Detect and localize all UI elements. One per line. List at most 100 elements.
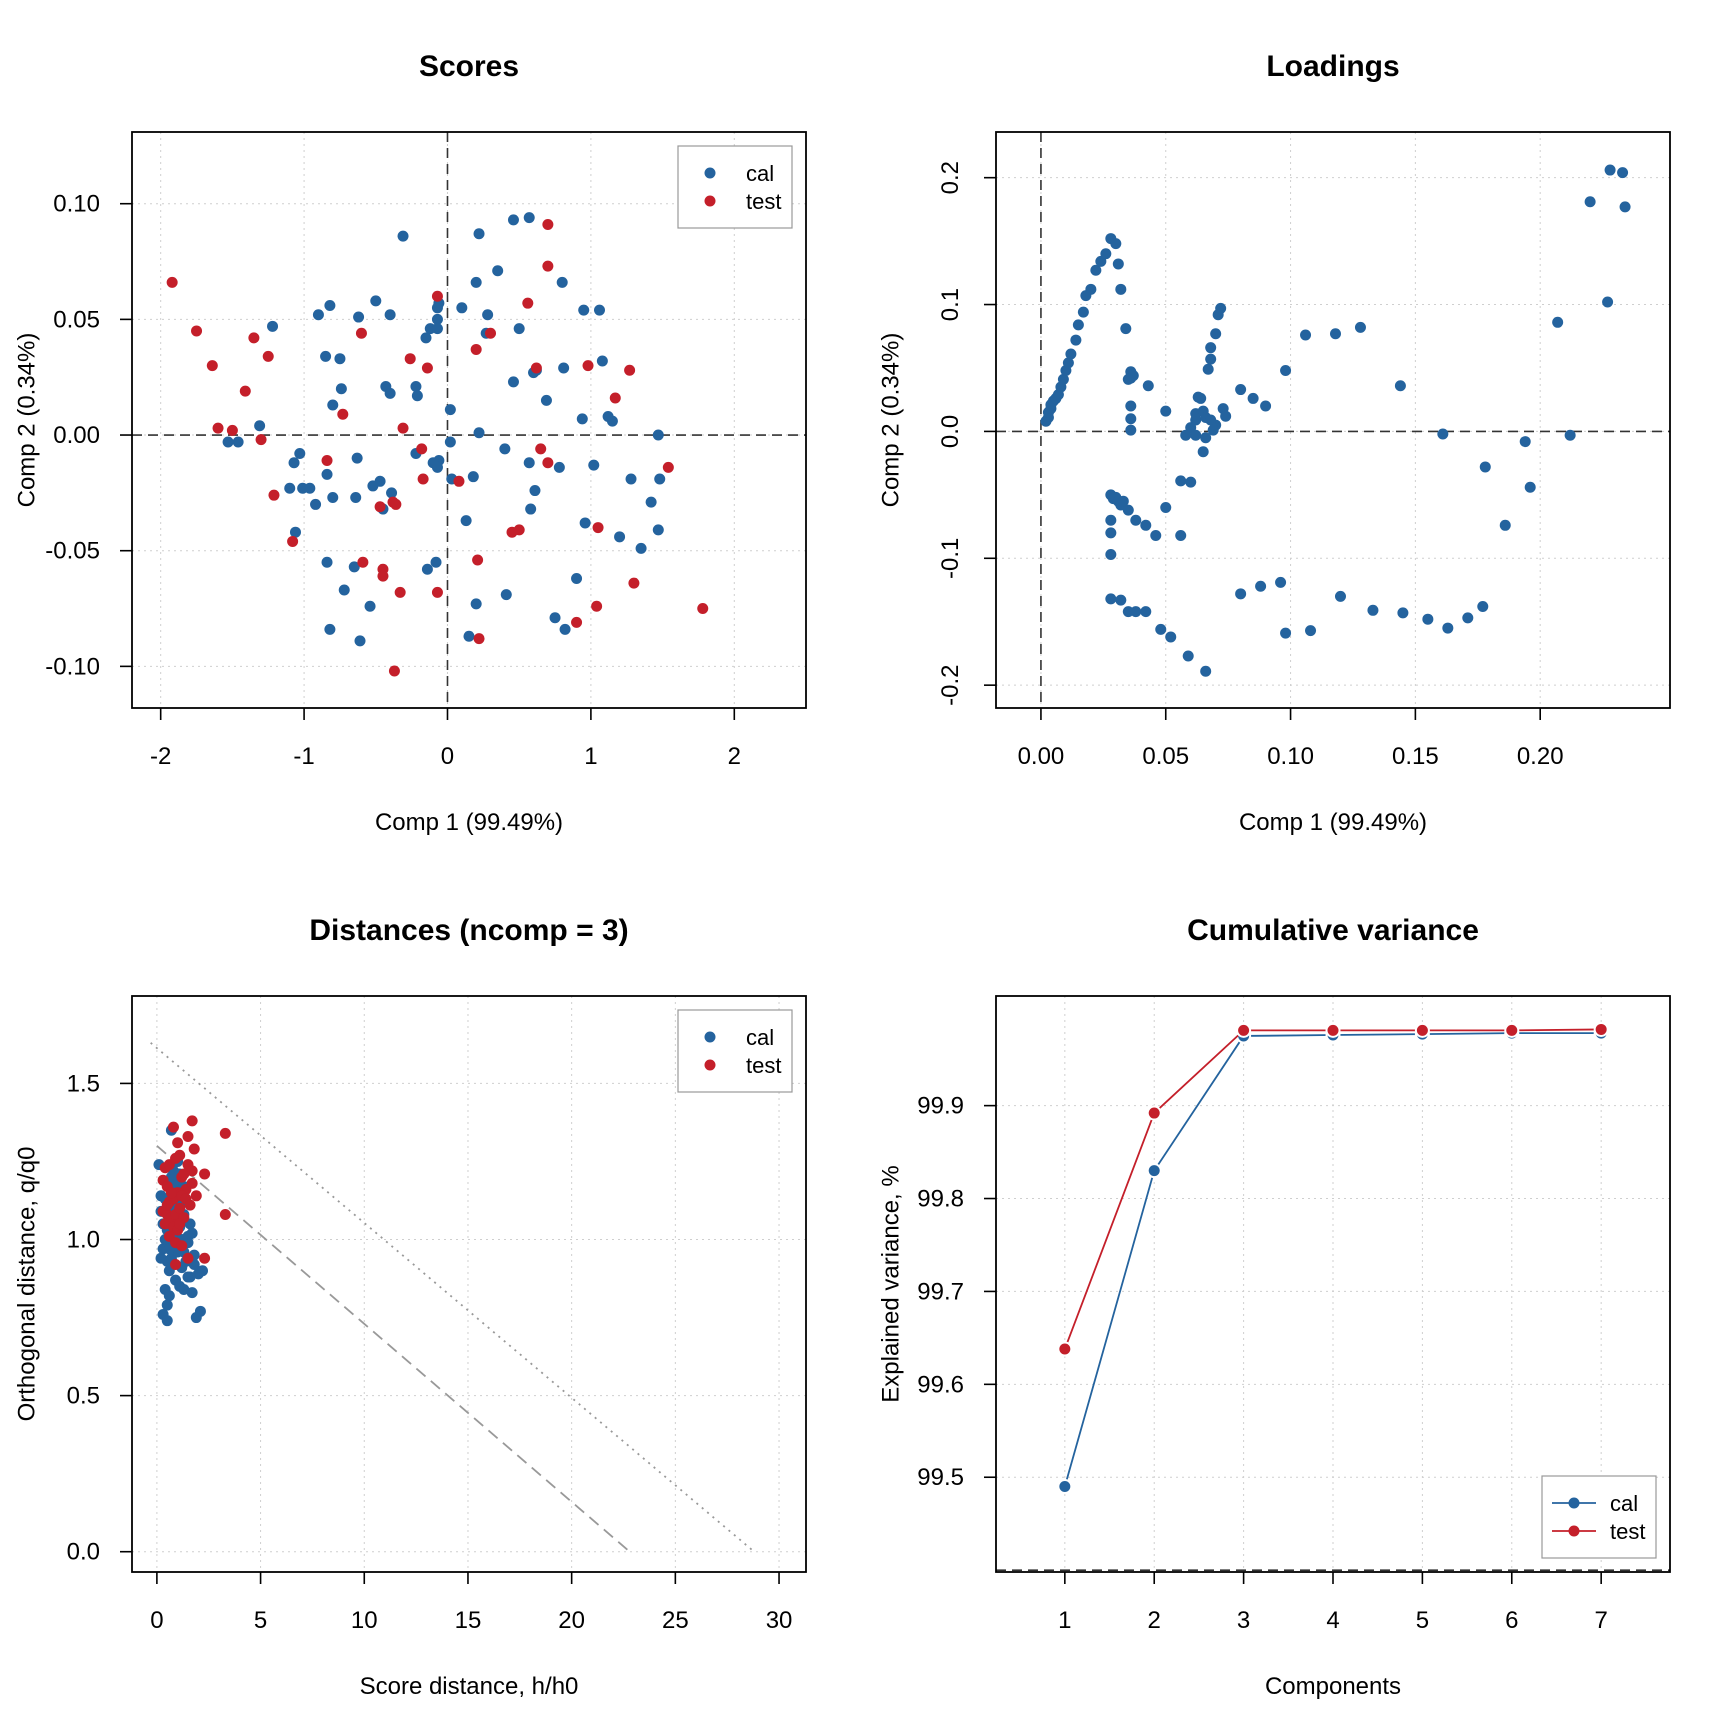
data-point — [351, 452, 363, 464]
y-tick-label: 0.00 — [53, 422, 100, 449]
data-point — [542, 457, 554, 469]
data-point — [473, 633, 485, 645]
legend-box — [1541, 1475, 1657, 1559]
data-point — [165, 1187, 177, 1199]
plot-frame — [131, 131, 807, 709]
data-point — [170, 1258, 182, 1270]
data-point — [571, 572, 583, 584]
plot-area — [150, 1042, 755, 1553]
data-point — [1125, 413, 1137, 425]
data-point — [444, 404, 456, 416]
data-point — [397, 422, 409, 434]
data-point — [386, 487, 398, 499]
data-point — [1215, 302, 1227, 314]
y-tick-label: 99.5 — [917, 1464, 964, 1491]
data-point — [163, 1290, 175, 1302]
x-tick-label: 0.15 — [1392, 743, 1439, 770]
data-point — [334, 353, 346, 365]
data-point — [354, 635, 366, 647]
data-point — [1334, 590, 1346, 602]
data-point — [324, 299, 336, 311]
data-point — [473, 427, 485, 439]
data-point — [1062, 357, 1074, 369]
data-point — [697, 603, 709, 615]
data-point — [1130, 514, 1142, 526]
data-point — [645, 496, 657, 508]
data-point — [470, 598, 482, 610]
y-tick-label: 0.5 — [67, 1383, 100, 1410]
data-point — [576, 413, 588, 425]
data-point — [1165, 631, 1177, 643]
data-point — [321, 454, 333, 466]
data-point — [1115, 283, 1127, 295]
data-point — [523, 457, 535, 469]
data-point — [1280, 627, 1292, 639]
y-axis-label: Orthogonal distance, q/q0 — [13, 1147, 40, 1422]
data-point — [268, 489, 280, 501]
data-point — [1564, 429, 1576, 441]
data-point — [186, 1177, 198, 1189]
data-point — [348, 561, 360, 573]
legend-marker-test — [1568, 1525, 1580, 1537]
data-point — [294, 448, 306, 460]
y-axis-label: Comp 2 (0.34%) — [13, 333, 40, 508]
data-point — [485, 327, 497, 339]
data-point — [353, 311, 365, 323]
x-tick-label: 15 — [455, 1607, 482, 1634]
data-point — [1260, 400, 1272, 412]
data-point — [1205, 342, 1217, 354]
data-point — [394, 586, 406, 598]
plot-frame — [131, 995, 807, 1573]
data-point — [170, 1152, 182, 1164]
grid — [132, 996, 806, 1572]
data-point — [255, 434, 267, 446]
data-point — [1155, 623, 1167, 635]
data-point — [161, 1299, 173, 1311]
data-point — [186, 1165, 198, 1177]
series-loadings — [1040, 164, 1631, 677]
x-tick-label: 7 — [1594, 1607, 1607, 1634]
series-test — [157, 1115, 231, 1270]
data-point — [161, 1315, 173, 1327]
data-point — [559, 623, 571, 635]
x-tick-label: 0.10 — [1267, 743, 1314, 770]
data-point — [310, 498, 322, 510]
data-point — [284, 482, 296, 494]
data-point — [267, 320, 279, 332]
legend: cal test — [677, 145, 793, 229]
x-axis-label: Comp 1 (99.49%) — [1239, 809, 1427, 836]
data-point — [635, 542, 647, 554]
data-point — [1524, 481, 1536, 493]
data-point — [624, 364, 636, 376]
data-point — [472, 554, 484, 566]
y-tick-label: 1.0 — [67, 1227, 100, 1254]
data-point — [321, 556, 333, 568]
data-point — [388, 665, 400, 677]
legend-label-cal: cal — [746, 161, 774, 186]
scores-panel: -2 -1 0 1 2 -0.10 -0.05 0.00 0.05 0.10 Scores Comp … — [0, 0, 864, 864]
data-point — [652, 429, 664, 441]
data-point — [582, 360, 594, 372]
data-point — [188, 1143, 200, 1155]
data-point — [397, 230, 409, 242]
data-point — [1397, 607, 1409, 619]
data-point — [337, 408, 349, 420]
y-tick-label: 0.10 — [53, 191, 100, 218]
x-tick-label: 4 — [1326, 1607, 1339, 1634]
legend-marker-test — [704, 195, 716, 207]
data-point — [1619, 201, 1631, 213]
data-point — [320, 350, 332, 362]
data-point — [374, 501, 386, 513]
data-point — [1462, 612, 1474, 624]
data-point — [460, 515, 472, 527]
data-point — [350, 491, 362, 503]
data-point — [199, 1168, 211, 1180]
data-point — [416, 443, 428, 455]
data-point — [420, 332, 432, 344]
data-point — [1175, 475, 1187, 487]
data-point — [1122, 504, 1134, 516]
data-point — [1148, 1107, 1160, 1119]
data-point — [364, 600, 376, 612]
data-point — [1367, 604, 1379, 616]
data-point — [1110, 238, 1122, 250]
